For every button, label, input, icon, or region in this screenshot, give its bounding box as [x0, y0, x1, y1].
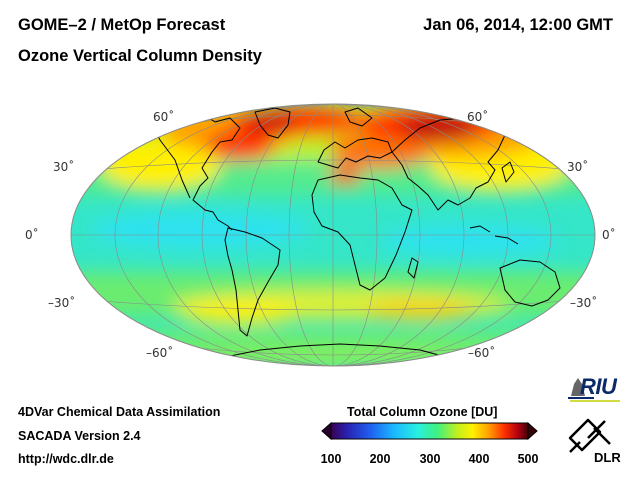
title-line-1: GOME–2 / MetOp Forecast	[18, 16, 226, 34]
forecast-datetime: Jan 06, 2014, 12:00 GMT	[423, 16, 613, 34]
map-outline	[70, 103, 596, 367]
riu-logo-text: RIU	[580, 374, 617, 399]
lat-label-60n-left: 60˚	[153, 110, 175, 124]
footer-version: SACADA Version 2.4	[18, 429, 141, 443]
lat-label-30n-right: 30˚	[567, 160, 589, 174]
colorbar-low-arrow	[321, 421, 332, 441]
lat-label-30s-right: –30˚	[570, 296, 598, 310]
colorbar-gradient	[330, 422, 529, 440]
colorbar-high-arrow	[527, 421, 538, 441]
lat-label-0-right: 0˚	[602, 228, 616, 242]
colorbar-tick: 200	[369, 452, 391, 466]
coastlines	[149, 107, 561, 359]
lat-label-60s-left: –60˚	[146, 346, 174, 360]
riu-logo-icon	[568, 378, 620, 402]
lat-label-60n-right: 60˚	[467, 110, 489, 124]
colorbar-tick: 300	[419, 452, 441, 466]
lat-label-30s-left: –30˚	[48, 296, 76, 310]
footer-url[interactable]: http://wdc.dlr.de	[18, 452, 114, 466]
colorbar-title: Total Column Ozone [DU]	[347, 405, 498, 419]
colorbar-tick: 500	[517, 452, 539, 466]
dlr-logo-text: DLR	[594, 450, 621, 465]
colorbar	[321, 421, 538, 441]
title-line-2: Ozone Vertical Column Density	[18, 47, 262, 65]
lat-label-30n-left: 30˚	[53, 160, 75, 174]
colorbar-tick: 400	[468, 452, 490, 466]
footer-method: 4DVar Chemical Data Assimilation	[18, 405, 221, 419]
lat-label-0-left: 0˚	[25, 228, 39, 242]
dlr-logo-icon	[568, 418, 611, 453]
lat-label-60s-right: –60˚	[468, 346, 496, 360]
colorbar-tick: 100	[320, 452, 342, 466]
